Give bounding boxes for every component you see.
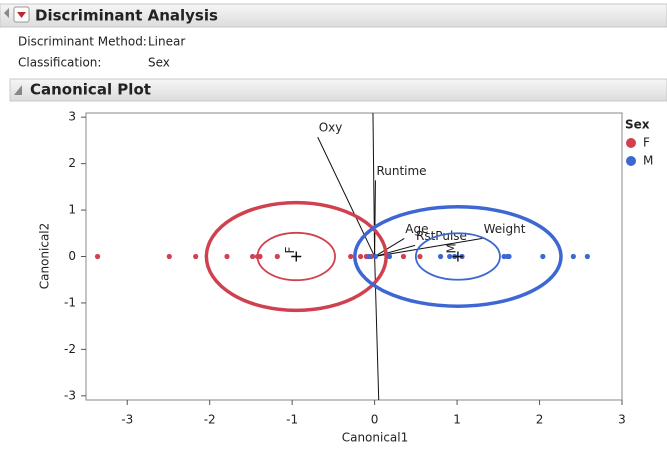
point <box>417 253 423 260</box>
report-title: Discriminant Analysis <box>35 7 218 25</box>
info-label: Discriminant Method: <box>18 35 147 49</box>
point <box>357 253 364 260</box>
y-tick-label: 3 <box>68 110 76 124</box>
center-marker <box>452 251 463 262</box>
x-tick-label: -3 <box>121 413 133 427</box>
point <box>447 253 453 260</box>
legend-label: M <box>643 154 653 168</box>
legend-label: F <box>643 136 650 150</box>
point <box>584 253 590 260</box>
ellipse <box>353 205 563 308</box>
header-bar <box>0 3 667 28</box>
center-label: M <box>444 243 458 253</box>
point <box>570 253 576 260</box>
point <box>274 253 280 260</box>
point <box>193 253 199 260</box>
point <box>224 253 230 260</box>
ellipse <box>414 232 501 281</box>
point <box>257 253 263 260</box>
point <box>94 253 101 260</box>
biplot-ray <box>372 112 376 257</box>
section-title: Canonical Plot <box>30 81 151 99</box>
point <box>366 253 372 260</box>
y-tick-label: -3 <box>64 388 76 402</box>
point <box>386 253 393 260</box>
legend-title: Sex <box>625 118 650 132</box>
center-label: F <box>283 247 297 254</box>
point <box>166 253 172 260</box>
section-bar <box>9 78 667 102</box>
y-tick-label: 2 <box>68 156 76 170</box>
menu-icon <box>17 12 26 18</box>
ellipse <box>204 200 388 313</box>
x-tick-label: 1 <box>453 413 461 427</box>
info-value: Linear <box>148 35 185 49</box>
biplot-ray <box>374 237 483 257</box>
y-tick-label: 0 <box>68 249 76 263</box>
x-tick-label: -1 <box>286 413 298 427</box>
y-tick-label: -1 <box>64 295 76 309</box>
info-value: Sex <box>148 56 170 70</box>
point <box>540 253 546 260</box>
x-axis-label: Canonical1 <box>342 431 409 445</box>
disclosure-icon[interactable] <box>4 8 9 18</box>
point <box>506 253 512 260</box>
point <box>400 253 407 260</box>
ray-label: Age <box>405 222 428 236</box>
x-tick-label: -2 <box>204 413 216 427</box>
disclosure-icon[interactable] <box>14 85 22 95</box>
ray-label: Oxy <box>319 121 343 135</box>
legend-swatch <box>626 156 636 166</box>
info-label: Classification: <box>18 56 101 70</box>
y-tick-label: 1 <box>68 203 76 217</box>
point <box>249 253 256 260</box>
y-axis-label: Canonical2 <box>38 223 52 290</box>
ray-label: Runtime <box>376 164 426 178</box>
biplot-ray <box>374 244 416 257</box>
x-tick-label: 2 <box>536 413 544 427</box>
point <box>372 253 379 260</box>
biplot-ray <box>374 237 405 257</box>
x-tick-label: 0 <box>371 413 379 427</box>
x-tick-label: 3 <box>618 413 626 427</box>
point <box>437 253 444 260</box>
center-marker <box>291 251 302 262</box>
y-tick-label: -2 <box>64 342 76 356</box>
legend-swatch <box>626 138 636 148</box>
point <box>348 253 354 260</box>
ray-label: Weight <box>484 222 526 236</box>
